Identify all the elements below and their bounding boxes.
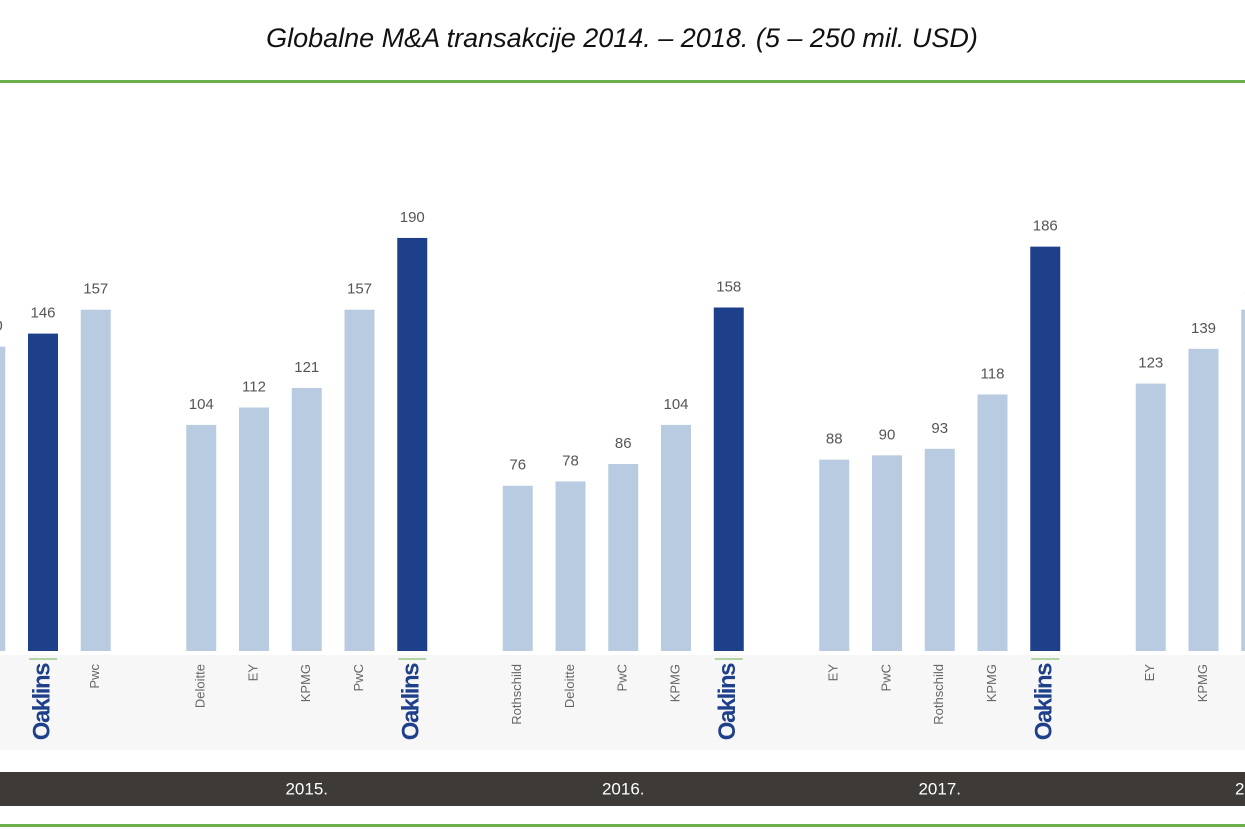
x-tick-label: Rothschild	[509, 664, 524, 725]
x-tick-label: PwC	[351, 664, 366, 691]
value-label: 93	[931, 420, 948, 437]
x-tick-label: PwC	[615, 664, 630, 691]
x-tick-label: KPMG	[667, 664, 682, 702]
value-label: 76	[509, 457, 526, 474]
year-label: 2017.	[918, 779, 961, 798]
top-rule	[0, 80, 1245, 83]
value-label: 157	[347, 281, 372, 298]
value-label: 88	[826, 431, 843, 448]
x-tick-label: Pwc	[87, 664, 102, 689]
bar	[291, 387, 322, 651]
bar	[344, 309, 375, 651]
bar	[1030, 246, 1061, 652]
value-label: 86	[615, 435, 632, 452]
bar	[872, 455, 902, 651]
x-tick-label: PwC	[878, 664, 893, 691]
bar	[555, 481, 586, 651]
bar	[397, 237, 428, 651]
x-tick-label: EY	[1142, 664, 1157, 682]
value-label: 104	[663, 396, 688, 413]
bar	[1188, 348, 1219, 651]
year-label: 2016.	[602, 779, 645, 798]
bar	[186, 424, 217, 651]
x-tick-label: KPMG	[1195, 664, 1210, 702]
value-label: 158	[716, 278, 741, 295]
x-tick-label: Oaklins	[714, 663, 741, 740]
bar	[239, 407, 269, 651]
value-label: 90	[879, 426, 896, 443]
bar	[977, 394, 1008, 651]
bar	[0, 346, 6, 651]
year-band	[0, 772, 1245, 806]
chart-title: Globalne M&A transakcije 2014. – 2018. (…	[266, 23, 978, 53]
x-tick-label: Deloitte	[562, 664, 577, 708]
x-tick-label: EY	[826, 664, 841, 682]
label-band	[0, 655, 1245, 750]
x-tick-label: Rothschild	[931, 664, 946, 725]
x-tick-label: Oaklins	[398, 663, 425, 740]
bar	[661, 424, 691, 651]
value-label: 121	[294, 359, 319, 376]
x-tick-label: EY	[245, 664, 260, 682]
value-label: 139	[1191, 320, 1216, 337]
x-tick-label: KPMG	[298, 664, 313, 702]
year-label: 2018.	[1235, 779, 1245, 798]
bottom-rule	[0, 824, 1245, 827]
value-label: 78	[562, 452, 579, 469]
bar	[608, 464, 639, 651]
value-label: 157	[1244, 281, 1245, 298]
bar	[1135, 383, 1166, 651]
bar	[924, 448, 955, 651]
value-label: 112	[242, 378, 266, 395]
x-tick-label: Oaklins	[28, 663, 55, 740]
value-label: 157	[83, 281, 108, 298]
value-label: 104	[189, 396, 214, 413]
value-label: 140	[0, 318, 3, 335]
x-tick-label: Oaklins	[1031, 663, 1058, 740]
year-label: 2015.	[285, 779, 328, 798]
bar	[819, 459, 850, 651]
value-label: 123	[1138, 355, 1163, 372]
bar	[1241, 309, 1245, 651]
value-label: 118	[981, 365, 1005, 382]
bar	[28, 333, 58, 651]
value-label: 146	[30, 305, 55, 322]
value-label: 186	[1033, 218, 1058, 235]
bar	[502, 485, 533, 651]
bar	[713, 307, 744, 651]
x-tick-label: KPMG	[984, 664, 999, 702]
x-tick-label: Deloitte	[193, 664, 208, 708]
value-label: 190	[400, 209, 425, 226]
bar	[80, 309, 111, 651]
